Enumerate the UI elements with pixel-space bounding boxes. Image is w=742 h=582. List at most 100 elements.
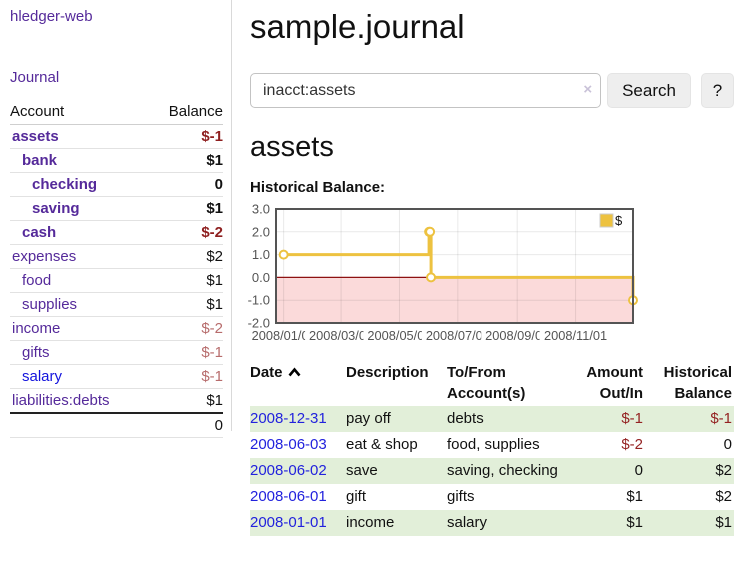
svg-text:2008/03/01: 2008/03/01	[309, 328, 373, 343]
transaction-accounts: food, supplies	[447, 436, 540, 453]
account-link-supplies[interactable]: supplies	[22, 296, 78, 313]
accounts-tbody: assets $-1 bank $1 checking 0 saving $1 cash $-2 e…	[10, 124, 223, 438]
account-link-checking[interactable]: checking	[32, 176, 98, 193]
accounts-total-value: 0	[147, 412, 223, 438]
transaction-date-link[interactable]: 2008-06-02	[250, 462, 327, 479]
transaction-amount: $1	[626, 488, 643, 505]
transaction-date-link[interactable]: 2008-06-01	[250, 488, 327, 505]
account-balance: $-1	[147, 124, 223, 149]
svg-text:2008/07/01: 2008/07/01	[426, 328, 490, 343]
account-link-assets[interactable]: assets	[12, 128, 59, 145]
svg-text:2.0: 2.0	[252, 224, 270, 239]
register-header-description: Description	[346, 364, 429, 381]
accounts-header-account: Account	[10, 101, 148, 125]
transaction-balance: $2	[645, 458, 734, 484]
account-heading: assets	[250, 131, 334, 163]
transaction-row: 2008-06-02 save saving, checking 0 $2	[250, 458, 734, 484]
account-link-income[interactable]: income	[12, 320, 61, 337]
register-header-balance: Historical Balance	[663, 364, 732, 402]
search-form: × Search ?	[250, 73, 734, 108]
svg-text:2008/05/01: 2008/05/01	[367, 328, 431, 343]
transaction-balance: $-1	[645, 406, 734, 432]
register-header-date[interactable]: Date	[250, 360, 346, 406]
transaction-date-link[interactable]: 2008-12-31	[250, 410, 327, 427]
clear-search-icon[interactable]: ×	[583, 81, 593, 98]
register-tbody: 2008-12-31 pay off debts $-1 $-1 2008-06-03 ea…	[250, 406, 734, 536]
account-row: salary $-1	[10, 364, 223, 389]
account-link-bank[interactable]: bank	[22, 152, 58, 169]
account-row: bank $1	[10, 148, 223, 173]
account-link-saving[interactable]: saving	[32, 200, 80, 217]
sidebar: hledger-web Journal Account Balance asse…	[0, 0, 232, 438]
svg-text:-1.0: -1.0	[248, 293, 270, 308]
account-balance: $-1	[147, 340, 223, 365]
transaction-accounts: saving, checking	[447, 458, 568, 484]
transaction-amount: $1	[568, 510, 645, 536]
svg-text:$: $	[615, 213, 623, 228]
svg-text:-2.0: -2.0	[248, 316, 270, 331]
transaction-amount: $-1	[568, 406, 645, 432]
account-link-gifts[interactable]: gifts	[22, 344, 50, 361]
account-row: supplies $1	[10, 292, 223, 317]
chart-title: Historical Balance:	[250, 179, 386, 196]
register-header-accounts: To/From Account(s)	[447, 364, 526, 402]
brand-link[interactable]: hledger-web	[10, 8, 93, 25]
account-balance: $-2	[147, 220, 223, 245]
transaction-row: 2008-01-01 income salary $1 $1	[250, 510, 734, 536]
sort-ascending-icon	[288, 367, 301, 377]
account-balance: $-1	[147, 364, 223, 389]
account-balance: $2	[147, 244, 223, 269]
accounts-header-row: Account Balance	[10, 101, 223, 125]
historical-balance-chart: $3.0 2.0 1.0 0.0 -1.0 -2.02008/01/012008/03/0…	[248, 203, 638, 343]
account-row: saving $1	[10, 196, 223, 221]
account-link-expenses[interactable]: expenses	[12, 248, 77, 265]
transaction-accounts: debts	[447, 406, 568, 432]
page-title: sample.journal	[250, 8, 465, 45]
account-link-food[interactable]: food	[22, 272, 52, 289]
account-balance: 0	[147, 172, 223, 197]
svg-text:2008/01/01: 2008/01/01	[252, 328, 316, 343]
transaction-row: 2008-12-31 pay off debts $-1 $-1	[250, 406, 734, 432]
app-brand: hledger-web	[10, 8, 223, 26]
transaction-description: pay off	[346, 406, 447, 432]
help-button[interactable]: ?	[700, 73, 734, 108]
transaction-date-link[interactable]: 2008-06-03	[250, 436, 327, 453]
transaction-date-link[interactable]: 2008-01-01	[250, 514, 327, 531]
svg-text:0.0: 0.0	[252, 270, 270, 285]
account-balance: $1	[147, 196, 223, 221]
transaction-row: 2008-06-03 eat & shop food, supplies $-2 0	[250, 432, 734, 458]
account-row: cash $-2	[10, 220, 223, 245]
register-header-amount: Amount Out/In	[586, 364, 643, 402]
account-row: expenses $2	[10, 244, 223, 269]
account-link-cash[interactable]: cash	[22, 224, 57, 241]
account-row: food $1	[10, 268, 223, 293]
transaction-description: save	[346, 458, 447, 484]
search-input[interactable]	[250, 73, 602, 108]
search-button[interactable]: Search	[607, 73, 691, 108]
account-row: income $-2	[10, 316, 223, 341]
sidebar-item-journal[interactable]: Journal	[10, 69, 60, 86]
svg-text:3.0: 3.0	[252, 203, 270, 217]
account-balance: $-2	[147, 316, 223, 341]
register-header-row: Date Description To/From Account(s) Amou…	[250, 360, 734, 406]
register-table: Date Description To/From Account(s) Amou…	[250, 360, 734, 536]
transaction-description: gift	[346, 488, 367, 505]
transaction-amount: 0	[568, 458, 645, 484]
transaction-accounts: gifts	[447, 488, 475, 505]
account-link-salary[interactable]: salary	[22, 368, 63, 385]
svg-text:2008/11/01: 2008/11/01	[544, 328, 607, 343]
transaction-description: eat & shop	[346, 436, 418, 453]
transaction-accounts: salary	[447, 510, 568, 536]
account-link-liabilities-debts[interactable]: liabilities:debts	[12, 392, 110, 409]
account-balance: $1	[147, 148, 223, 173]
transaction-balance: 0	[723, 436, 732, 453]
account-row: gifts $-1	[10, 340, 223, 365]
accounts-header-balance: Balance	[147, 101, 223, 125]
transaction-balance: $2	[715, 488, 732, 505]
search-box: ×	[250, 73, 602, 108]
account-row: liabilities:debts $1	[10, 388, 223, 414]
account-row: checking 0	[10, 172, 223, 197]
accounts-total-row: 0	[10, 412, 223, 438]
account-balance: $1	[147, 388, 223, 414]
